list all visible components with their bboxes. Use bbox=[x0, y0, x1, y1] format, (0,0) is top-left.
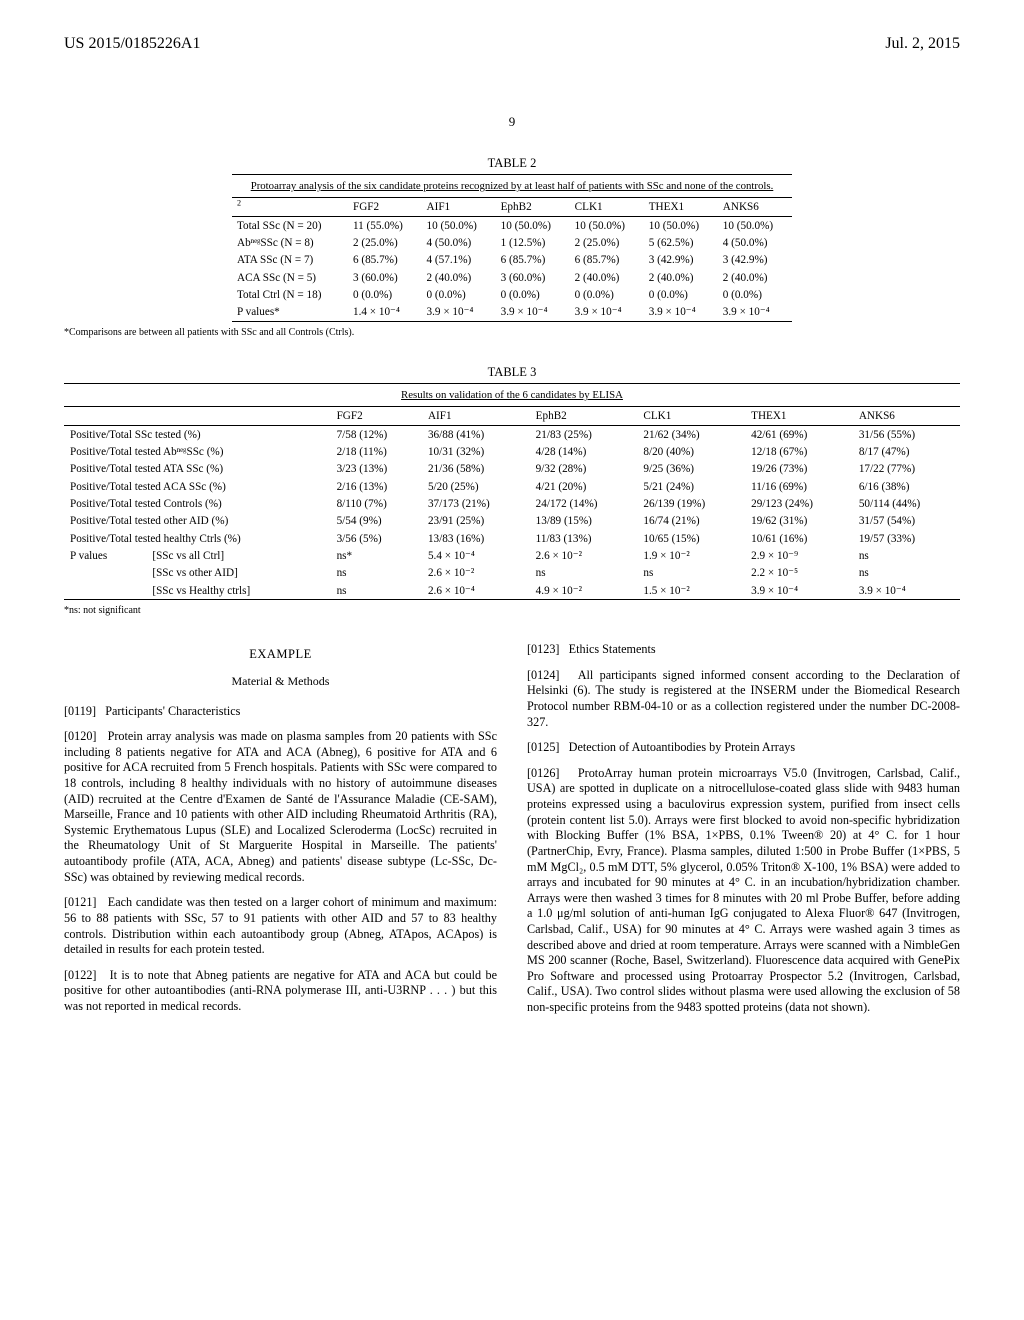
para-number: [0119] bbox=[64, 704, 96, 718]
table-row: AbⁿᵉᵍSSc (N = 8) 2 (25.0%)4 (50.0%) 1 (1… bbox=[232, 235, 792, 252]
table-row: P values* 1.4 × 10⁻⁴3.9 × 10⁻⁴ 3.9 × 10⁻… bbox=[232, 304, 792, 322]
table-row: ATA SSc (N = 7) 6 (85.7%)4 (57.1%) 6 (85… bbox=[232, 252, 792, 269]
para-number: [0121] bbox=[64, 895, 97, 909]
table3-col4: CLK1 bbox=[637, 406, 745, 425]
table2-caption: TABLE 2 bbox=[64, 155, 960, 171]
patent-number: US 2015/0185226A1 bbox=[64, 34, 200, 54]
table-row: Positive/Total tested Controls (%) 8/110… bbox=[64, 495, 960, 512]
table2-col2: AIF1 bbox=[422, 197, 496, 216]
table-row: Total SSc (N = 20) 11 (55.0%)10 (50.0%) … bbox=[232, 217, 792, 235]
table3-col5: THEX1 bbox=[745, 406, 853, 425]
table-row: [SSc vs other AID] ns2.6 × 10⁻² nsns 2.2… bbox=[64, 565, 960, 582]
table2-wrapper: Protoarray analysis of the six candidate… bbox=[232, 174, 792, 322]
table2-col4: CLK1 bbox=[570, 197, 644, 216]
table2: Protoarray analysis of the six candidate… bbox=[232, 174, 792, 322]
para-text: Protein array analysis was made on plasm… bbox=[64, 729, 497, 883]
para-title: Ethics Statements bbox=[569, 642, 656, 656]
table2-col6: ANKS6 bbox=[718, 197, 792, 216]
table2-footnote: *Comparisons are between all patients wi… bbox=[64, 327, 960, 340]
para-number: [0126] bbox=[527, 766, 560, 780]
table-row: P values [SSc vs all Ctrl] ns*5.4 × 10⁻⁴… bbox=[64, 547, 960, 564]
table3-col6: ANKS6 bbox=[853, 406, 960, 425]
para-text: Each candidate was then tested on a larg… bbox=[64, 895, 497, 956]
para-title: Detection of Autoantibodies by Protein A… bbox=[569, 740, 795, 754]
para-title: Participants' Characteristics bbox=[105, 704, 240, 718]
para-number: [0124] bbox=[527, 668, 560, 682]
para-number: [0125] bbox=[527, 740, 560, 754]
table3-wrapper: Results on validation of the 6 candidate… bbox=[64, 383, 960, 600]
para-text: It is to note that Abneg patients are ne… bbox=[64, 968, 497, 1013]
para-text: ProtoArray human protein microarrays V5.… bbox=[527, 766, 960, 1014]
table3-col3: EphB2 bbox=[530, 406, 638, 425]
right-column: [0123] Ethics Statements [0124] All part… bbox=[527, 642, 960, 1025]
para-text: All participants signed informed consent… bbox=[527, 668, 960, 729]
paragraph-0121: [0121] Each candidate was then tested on… bbox=[64, 895, 497, 957]
paragraph-0124: [0124] All participants signed informed … bbox=[527, 668, 960, 730]
table3-footnote: *ns: not significant bbox=[64, 605, 960, 618]
table2-col1: FGF2 bbox=[348, 197, 422, 216]
para-number: [0123] bbox=[527, 642, 560, 656]
table-row: Positive/Total tested AbⁿᵉᵍSSc (%) 2/18 … bbox=[64, 443, 960, 460]
example-heading: EXAMPLE bbox=[64, 646, 497, 662]
paragraph-0119: [0119] Participants' Characteristics bbox=[64, 704, 497, 720]
paragraph-0120: [0120] Protein array analysis was made o… bbox=[64, 729, 497, 885]
table-row: Total Ctrl (N = 18) 0 (0.0%)0 (0.0%) 0 (… bbox=[232, 287, 792, 304]
table3-subcaption: Results on validation of the 6 candidate… bbox=[64, 387, 960, 406]
paragraph-0123: [0123] Ethics Statements bbox=[527, 642, 960, 658]
paragraph-0125: [0125] Detection of Autoantibodies by Pr… bbox=[527, 740, 960, 756]
patent-header: US 2015/0185226A1 Jul. 2, 2015 bbox=[64, 34, 960, 54]
table3-col2: AIF1 bbox=[422, 406, 530, 425]
paragraph-0122: [0122] It is to note that Abneg patients… bbox=[64, 968, 497, 1015]
para-number: [0120] bbox=[64, 729, 97, 743]
table-row: ACA SSc (N = 5) 3 (60.0%)2 (40.0%) 3 (60… bbox=[232, 269, 792, 286]
table2-col5: THEX1 bbox=[644, 197, 718, 216]
paragraph-0126: [0126] ProtoArray human protein microarr… bbox=[527, 766, 960, 1016]
table3-caption: TABLE 3 bbox=[64, 364, 960, 380]
page-number: 9 bbox=[64, 114, 960, 131]
table-row: Positive/Total tested other AID (%) 5/54… bbox=[64, 513, 960, 530]
left-column: EXAMPLE Material & Methods [0119] Partic… bbox=[64, 642, 497, 1025]
table-row: Positive/Total tested ATA SSc (%) 3/23 (… bbox=[64, 461, 960, 478]
table-row: Positive/Total tested healthy Ctrls (%) … bbox=[64, 530, 960, 547]
para-number: [0122] bbox=[64, 968, 97, 982]
table2-col0: 2 bbox=[232, 197, 348, 216]
material-methods-heading: Material & Methods bbox=[64, 674, 497, 689]
table2-subcaption: Protoarray analysis of the six candidate… bbox=[232, 178, 792, 197]
table-row: [SSc vs Healthy ctrls] ns2.6 × 10⁻⁴ 4.9 … bbox=[64, 582, 960, 600]
table3: Results on validation of the 6 candidate… bbox=[64, 383, 960, 600]
body-columns: EXAMPLE Material & Methods [0119] Partic… bbox=[64, 642, 960, 1025]
table2-col3: EphB2 bbox=[496, 197, 570, 216]
table-row: Positive/Total SSc tested (%) 7/58 (12%)… bbox=[64, 426, 960, 444]
table3-col1: FGF2 bbox=[331, 406, 422, 425]
table-row: Positive/Total tested ACA SSc (%) 2/16 (… bbox=[64, 478, 960, 495]
patent-date: Jul. 2, 2015 bbox=[885, 34, 960, 54]
